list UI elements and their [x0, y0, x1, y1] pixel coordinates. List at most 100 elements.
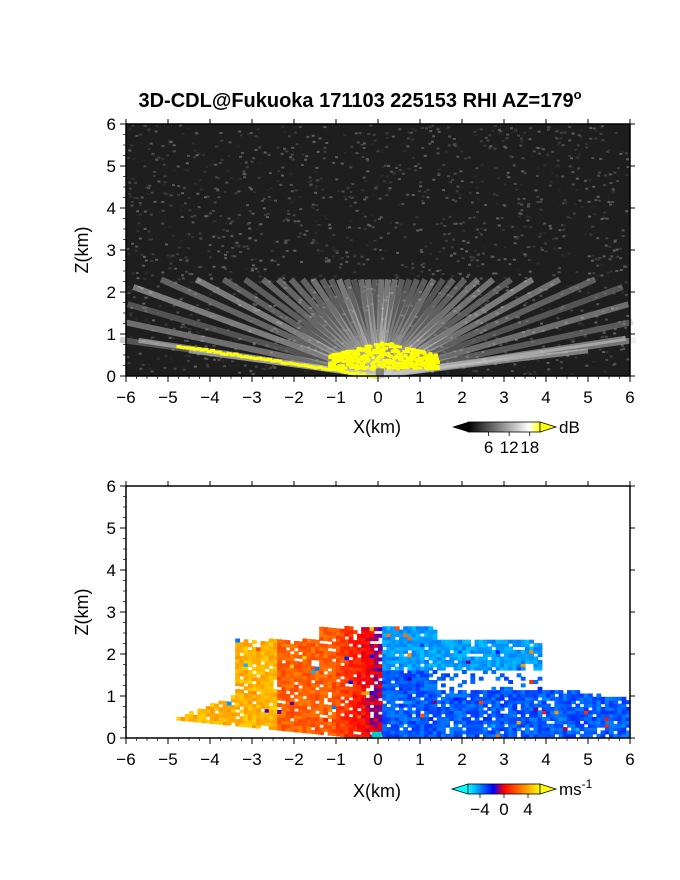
intensity-noise-cell: [334, 270, 338, 273]
intensity-saturated-cell: [405, 359, 410, 363]
velocity-cell: [617, 720, 623, 725]
intensity-noise-cell: [367, 132, 371, 135]
velocity-cell: [264, 648, 270, 653]
intensity-saturated-cell: [329, 362, 334, 366]
intensity-noise-cell: [321, 148, 325, 151]
velocity-cell: [281, 663, 287, 668]
velocity-cell: [462, 680, 467, 684]
intensity-saturated-cell: [351, 350, 356, 354]
velocity-cell: [352, 734, 358, 739]
intensity-noise-cell: [218, 161, 222, 164]
velocity-cell: [386, 636, 392, 641]
intensity-noise-cell: [205, 363, 209, 366]
velocity-cell: [386, 700, 392, 705]
intensity-noise-cell: [618, 286, 622, 288]
velocity-cell: [495, 700, 501, 705]
intensity-noise-cell: [416, 288, 420, 291]
intensity-noise-cell: [236, 145, 240, 148]
intensity-noise-cell: [291, 158, 295, 161]
intensity-noise-cell: [617, 321, 621, 323]
intensity-noise-cell: [177, 185, 181, 188]
velocity-cell: [449, 690, 455, 695]
intensity-noise-cell: [573, 300, 577, 303]
intensity-noise-cell: [308, 176, 312, 179]
velocity-cell: [352, 653, 358, 658]
velocity-cell: [411, 723, 417, 728]
velocity-cell: [319, 727, 324, 732]
velocity-cell: [411, 643, 417, 648]
velocity-cell: [415, 653, 421, 658]
intensity-noise-cell: [539, 241, 543, 244]
velocity-cell: [604, 700, 610, 705]
velocity-cell: [285, 660, 291, 665]
velocity-cell: [302, 719, 308, 724]
intensity-noise-cell: [501, 139, 505, 142]
intensity-noise-cell: [570, 309, 574, 312]
intensity-noise-cell: [526, 219, 530, 222]
intensity-noise-cell: [327, 260, 331, 263]
velocity-cell: [373, 727, 379, 732]
intensity-noise-cell: [459, 349, 463, 352]
velocity-cell: [289, 691, 295, 695]
velocity-cell: [273, 675, 278, 680]
velocity-cell: [462, 723, 467, 728]
intensity-noise-cell: [464, 321, 468, 324]
velocity-cell: [277, 683, 282, 687]
intensity-noise-cell: [169, 141, 173, 144]
intensity-noise-cell: [279, 183, 283, 186]
intensity-noise-cell: [493, 289, 497, 292]
intensity-noise-cell: [527, 292, 531, 294]
velocity-cell: [277, 649, 282, 654]
intensity-saturated-cell: [186, 346, 192, 350]
velocity-cell: [567, 733, 572, 738]
velocity-cell: [268, 645, 274, 650]
velocity-cell: [562, 720, 568, 725]
intensity-noise-cell: [509, 224, 513, 227]
velocity-cell: [441, 676, 446, 681]
velocity-cell: [302, 678, 308, 683]
velocity-cell: [499, 717, 505, 721]
intensity-noise-cell: [292, 339, 296, 342]
intensity-noise-cell: [216, 286, 220, 289]
intensity-noise-cell: [477, 303, 481, 306]
intensity-noise-cell: [441, 321, 445, 324]
velocity-cell: [457, 693, 463, 698]
velocity-cell: [432, 703, 438, 708]
velocity-cell: [373, 657, 379, 662]
velocity-cell: [378, 687, 383, 692]
velocity-cell: [256, 724, 261, 729]
intensity-noise-cell: [216, 188, 220, 191]
velocity-cell: [499, 693, 505, 698]
intensity-noise-cell: [147, 130, 151, 133]
intensity-noise-cell: [230, 235, 234, 238]
intensity-saturated-cell: [334, 368, 340, 372]
intensity-noise-cell: [622, 323, 626, 326]
intensity-noise-cell: [579, 135, 583, 138]
velocity-cell: [407, 666, 413, 671]
intensity-noise-cell: [604, 174, 608, 177]
intensity-saturated-cell: [414, 357, 419, 361]
velocity-cell: [483, 690, 488, 695]
velocity-cell: [428, 696, 434, 701]
velocity-cell: [264, 641, 270, 646]
intensity-noise-cell: [564, 321, 568, 324]
velocity-cell: [491, 670, 497, 674]
intensity-saturated-cell: [397, 362, 402, 365]
velocity-cell: [281, 676, 287, 681]
velocity-cell: [331, 661, 337, 666]
velocity-cell: [403, 656, 408, 661]
velocity-cell: [361, 694, 366, 699]
velocity-cell: [445, 706, 450, 711]
velocity-cell: [378, 691, 383, 695]
intensity-noise-cell: [442, 164, 446, 167]
velocity-cell: [252, 673, 257, 678]
velocity-cell: [541, 706, 547, 711]
intensity-noise-cell: [216, 189, 220, 192]
intensity-noise-cell: [246, 204, 249, 207]
intensity-saturated-cell: [340, 367, 345, 371]
velocity-cell: [252, 650, 257, 655]
intensity-noise-cell: [239, 189, 243, 192]
intensity-noise-cell: [262, 197, 266, 200]
intensity-saturated-cell: [408, 356, 413, 360]
velocity-cell: [231, 715, 236, 720]
